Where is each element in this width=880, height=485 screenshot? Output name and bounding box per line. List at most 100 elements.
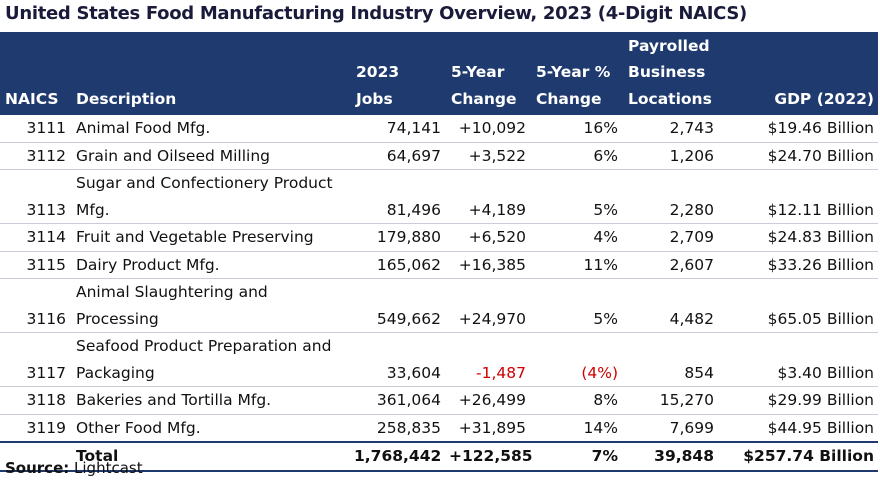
table-row: 3115 Dairy Product Mfg. 165,062 +16,385 11% 2… (0, 251, 878, 279)
table-cell: $65.05 Billion (718, 278, 878, 333)
table-cell: $29.99 Billion (718, 386, 878, 415)
column-header: 2023 Jobs (350, 32, 445, 115)
table-cell: 3111 (0, 115, 70, 143)
table-cell: +24,970 (445, 278, 530, 333)
table-cell: 3116 (0, 278, 70, 333)
column-header-text: Payrolled Business Locations (628, 36, 712, 108)
table-row: 3118 Bakeries and Tortilla Mfg. 361,064 +26… (0, 386, 878, 415)
description-cell: Fruit and Vegetable Preserving (70, 223, 350, 252)
table-cell: 2,280 (622, 169, 718, 224)
table-cell (0, 441, 70, 472)
column-header-text: 5-Year Change (451, 63, 517, 108)
table-row: 3113 Sugar and Confectionery Product Mfg.… (0, 169, 878, 224)
table-cell: 74,141 (350, 115, 445, 143)
table-cell: +16,385 (445, 251, 530, 279)
column-header-text: GDP (2022) (774, 89, 874, 108)
table-cell: 7,699 (622, 414, 718, 443)
table-cell: 5% (530, 169, 622, 224)
table-cell: 16% (530, 115, 622, 143)
table-cell: $257.74 Billion (718, 441, 878, 472)
table-cell: 8% (530, 386, 622, 415)
table-row: 3117 Seafood Product Preparation and Pack… (0, 332, 878, 387)
table-cell: $24.70 Billion (718, 142, 878, 170)
table-body: 3111 Animal Food Mfg. 74,141 +10,092 16% 2,74… (0, 115, 878, 472)
table-cell: 81,496 (350, 169, 445, 224)
table-cell: 3113 (0, 169, 70, 224)
description-cell: Bakeries and Tortilla Mfg. (70, 386, 350, 415)
table-cell: +31,895 (445, 414, 530, 443)
column-header-text: Description (76, 89, 177, 108)
column-header: NAICS (0, 32, 70, 115)
table-cell: 4% (530, 223, 622, 252)
title: United States Food Manufacturing Industr… (5, 3, 747, 24)
table-cell: 7% (530, 441, 622, 472)
table-cell: 33,604 (350, 332, 445, 387)
table-cell: +6,520 (445, 223, 530, 252)
column-header: Description (70, 32, 350, 115)
description-cell: Total (70, 441, 350, 472)
table-cell: 2,709 (622, 223, 718, 252)
table-cell: 1,768,442 (350, 441, 445, 472)
table-cell: $33.26 Billion (718, 251, 878, 279)
description-cell: Animal Food Mfg. (70, 115, 350, 143)
table-cell: 854 (622, 332, 718, 387)
table-cell: $12.11 Billion (718, 169, 878, 224)
column-header: 5-Year Change (445, 32, 530, 115)
table-cell: 5% (530, 278, 622, 333)
column-header: GDP (2022) (718, 32, 878, 115)
column-header-text: NAICS (5, 89, 59, 108)
table-cell: 3118 (0, 386, 70, 415)
total-row: Total 1,768,442 +122,585 7% 39,848 $257.74 Bi… (0, 441, 878, 472)
table-cell: 179,880 (350, 223, 445, 252)
description-cell: Seafood Product Preparation and Packagin… (70, 332, 350, 387)
table-cell: 2,743 (622, 115, 718, 143)
table-cell: 549,662 (350, 278, 445, 333)
table-cell: 3114 (0, 223, 70, 252)
table-cell: +3,522 (445, 142, 530, 170)
column-header: Payrolled Business Locations (622, 32, 718, 115)
source: Source: Lightcast (5, 459, 143, 477)
table-cell: 64,697 (350, 142, 445, 170)
table-cell: 361,064 (350, 386, 445, 415)
table-cell: -1,487 (445, 332, 530, 387)
source-text: Lightcast (74, 459, 143, 477)
header-row: NAICS Description 2023 Jobs 5-Year Change 5-… (0, 32, 878, 115)
table-cell: 15,270 (622, 386, 718, 415)
table-cell: $19.46 Billion (718, 115, 878, 143)
table-cell: 3117 (0, 332, 70, 387)
table-cell: 11% (530, 251, 622, 279)
table-row: 3112 Grain and Oilseed Milling 64,697 +3,52… (0, 142, 878, 170)
table-cell: +10,092 (445, 115, 530, 143)
table-cell: 258,835 (350, 414, 445, 443)
table-cell: 4,482 (622, 278, 718, 333)
table-cell: $44.95 Billion (718, 414, 878, 443)
table-cell: 39,848 (622, 441, 718, 472)
column-header-text: 2023 Jobs (356, 63, 400, 108)
table-cell: +122,585 (445, 441, 533, 472)
description-cell: Animal Slaughtering and Processing (70, 278, 350, 333)
table: NAICS Description 2023 Jobs 5-Year Change 5-… (0, 32, 878, 472)
table-row: 3119 Other Food Mfg. 258,835 +31,895 14% 7,69… (0, 414, 878, 443)
table-cell: 3112 (0, 142, 70, 170)
description-cell: Dairy Product Mfg. (70, 251, 350, 279)
table-row: 3111 Animal Food Mfg. 74,141 +10,092 16% 2,74… (0, 115, 878, 143)
table-cell: 6% (530, 142, 622, 170)
table-cell: +26,499 (445, 386, 530, 415)
description-cell: Grain and Oilseed Milling (70, 142, 350, 170)
description-cell: Sugar and Confectionery Product Mfg. (70, 169, 350, 224)
table-cell: 14% (530, 414, 622, 443)
table-cell: $24.83 Billion (718, 223, 878, 252)
table-cell: (4%) (530, 332, 622, 387)
column-header-text: 5-Year % Change (536, 63, 611, 108)
column-header: 5-Year % Change (530, 32, 622, 115)
table-row: 3116 Animal Slaughtering and Processing 54… (0, 278, 878, 333)
table-cell: 3115 (0, 251, 70, 279)
table-cell: 1,206 (622, 142, 718, 170)
description-cell: Other Food Mfg. (70, 414, 350, 443)
table-cell: 165,062 (350, 251, 445, 279)
source-label: Source: (5, 459, 70, 477)
table-cell: 3119 (0, 414, 70, 443)
table-cell: +4,189 (445, 169, 530, 224)
table-cell: $3.40 Billion (718, 332, 878, 387)
